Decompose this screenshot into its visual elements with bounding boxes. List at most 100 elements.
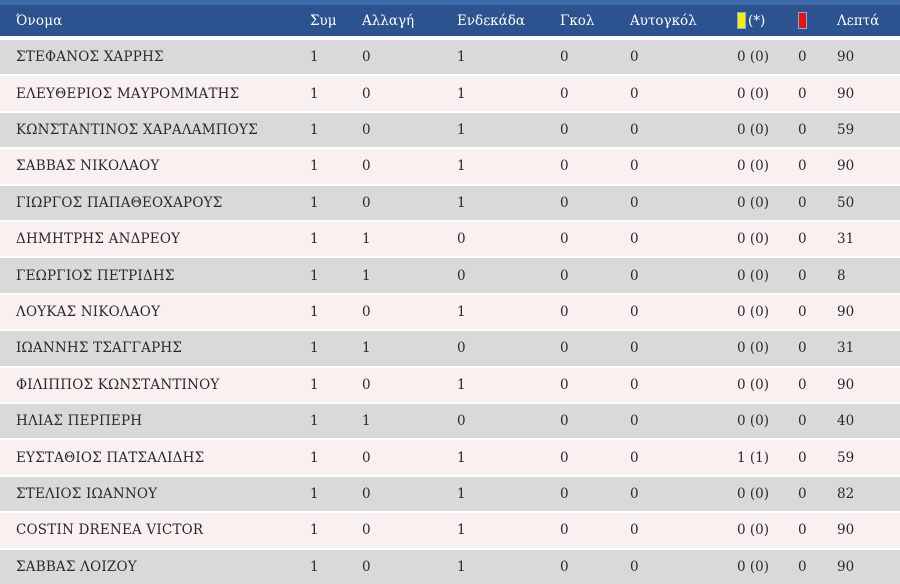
player-name-cell: ΛΟΥΚΑΣ ΝΙΚΟΛΑΟΥ (16, 304, 161, 321)
own-goals-cell: 0 (630, 304, 639, 321)
minutes-cell: 8 (837, 267, 846, 284)
starting-xi-cell: 1 (457, 122, 466, 139)
yellow-cards-cell: 0 (0) (737, 85, 770, 102)
minutes-cell: 50 (837, 194, 855, 211)
column-header-starting-xi: Ενδεκάδα (457, 12, 525, 29)
red-cards-cell: 0 (798, 231, 807, 248)
table-row: ΣΤΕΛΙΟΣ ΙΩΑΝΝΟΥ 1 0 1 0 0 0 (0) 0 82 (0, 474, 900, 512)
red-cards-cell: 0 (798, 413, 807, 430)
starting-xi-cell: 1 (457, 304, 466, 321)
red-cards-cell: 0 (798, 85, 807, 102)
own-goals-cell: 0 (630, 267, 639, 284)
substitution-cell: 0 (362, 304, 371, 321)
yellow-cards-cell: 0 (0) (737, 267, 770, 284)
minutes-cell: 90 (837, 158, 855, 175)
appearances-cell: 1 (310, 449, 319, 466)
goals-cell: 0 (560, 558, 569, 575)
player-name-cell: ΓΕΩΡΓΙΟΣ ΠΕΤΡΙΔΗΣ (16, 267, 175, 284)
column-header-name: Όνομα (16, 12, 63, 29)
yellow-cards-cell: 0 (0) (737, 158, 770, 175)
red-cards-cell: 0 (798, 158, 807, 175)
red-cards-cell: 0 (798, 486, 807, 503)
substitution-cell: 0 (362, 558, 371, 575)
own-goals-cell: 0 (630, 231, 639, 248)
minutes-cell: 40 (837, 413, 855, 430)
starting-xi-cell: 1 (457, 522, 466, 539)
substitution-cell: 0 (362, 158, 371, 175)
column-header-minutes: Λεπτά (837, 12, 880, 29)
player-name-cell: ΕΛΕΥΘΕΡΙΟΣ ΜΑΥΡΟΜΜΑΤΗΣ (16, 85, 240, 102)
yellow-cards-asterisk-label: (*) (748, 12, 766, 29)
substitution-cell: 1 (362, 340, 371, 357)
player-name-cell: ΗΛΙΑΣ ΠΕΡΠΕΡΗ (16, 413, 143, 430)
goals-cell: 0 (560, 449, 569, 466)
player-name-cell: COSTIN DRENEA VICTOR (16, 522, 204, 539)
yellow-cards-cell: 1 (1) (737, 449, 770, 466)
own-goals-cell: 0 (630, 449, 639, 466)
red-cards-cell: 0 (798, 376, 807, 393)
red-cards-cell: 0 (798, 340, 807, 357)
table-row: ΚΩΝΣΤΑΝΤΙΝΟΣ ΧΑΡΑΛΑΜΠΟΥΣ 1 0 1 0 0 0 (0)… (0, 110, 900, 148)
own-goals-cell: 0 (630, 85, 639, 102)
appearances-cell: 1 (310, 85, 319, 102)
starting-xi-cell: 1 (457, 486, 466, 503)
red-cards-cell: 0 (798, 122, 807, 139)
minutes-cell: 90 (837, 49, 855, 66)
appearances-cell: 1 (310, 231, 319, 248)
starting-xi-cell: 1 (457, 158, 466, 175)
starting-xi-cell: 1 (457, 376, 466, 393)
yellow-cards-cell: 0 (0) (737, 413, 770, 430)
minutes-cell: 82 (837, 486, 855, 503)
appearances-cell: 1 (310, 194, 319, 211)
yellow-cards-cell: 0 (0) (737, 376, 770, 393)
substitution-cell: 1 (362, 413, 371, 430)
table-row: ΦΙΛΙΠΠΟΣ ΚΩΝΣΤΑΝΤΙΝΟΥ 1 0 1 0 0 0 (0) 0 … (0, 365, 900, 403)
player-name-cell: ΚΩΝΣΤΑΝΤΙΝΟΣ ΧΑΡΑΛΑΜΠΟΥΣ (16, 122, 258, 139)
own-goals-cell: 0 (630, 486, 639, 503)
table-row: ΗΛΙΑΣ ΠΕΡΠΕΡΗ 1 1 0 0 0 0 (0) 0 40 (0, 402, 900, 439)
minutes-cell: 59 (837, 449, 855, 466)
appearances-cell: 1 (310, 522, 319, 539)
yellow-card-icon (737, 12, 746, 29)
red-cards-cell: 0 (798, 194, 807, 211)
minutes-cell: 31 (837, 231, 855, 248)
column-header-goals: Γκολ (560, 12, 595, 29)
starting-xi-cell: 0 (457, 267, 466, 284)
red-cards-cell: 0 (798, 449, 807, 466)
yellow-cards-cell: 0 (0) (737, 558, 770, 575)
yellow-cards-cell: 0 (0) (737, 194, 770, 211)
appearances-cell: 1 (310, 376, 319, 393)
starting-xi-cell: 1 (457, 194, 466, 211)
table-row: COSTIN DRENEA VICTOR 1 0 1 0 0 0 (0) 0 9… (0, 511, 900, 548)
appearances-cell: 1 (310, 558, 319, 575)
starting-xi-cell: 1 (457, 85, 466, 102)
minutes-cell: 90 (837, 558, 855, 575)
starting-xi-cell: 1 (457, 49, 466, 66)
starting-xi-cell: 1 (457, 558, 466, 575)
own-goals-cell: 0 (630, 340, 639, 357)
starting-xi-cell: 0 (457, 340, 466, 357)
table-body: ΣΤΕΦΑΝΟΣ ΧΑΡΡΗΣ 1 0 1 0 0 0 (0) 0 90 ΕΛΕ… (0, 36, 900, 584)
table-row: ΣΑΒΒΑΣ ΛΟΙΖΟΥ 1 0 1 0 0 0 (0) 0 90 (0, 547, 900, 584)
table-row: ΙΩΑΝΝΗΣ ΤΣΑΓΓΑΡΗΣ 1 1 0 0 0 0 (0) 0 31 (0, 329, 900, 366)
own-goals-cell: 0 (630, 158, 639, 175)
red-cards-cell: 0 (798, 522, 807, 539)
table-row: ΣΤΕΦΑΝΟΣ ΧΑΡΡΗΣ 1 0 1 0 0 0 (0) 0 90 (0, 38, 900, 75)
appearances-cell: 1 (310, 122, 319, 139)
table-header-row: Όνομα Συμ Αλλαγή Ενδεκάδα Γκολ Αυτογκόλ … (0, 5, 900, 36)
column-header-appearances: Συμ (310, 12, 337, 29)
minutes-cell: 90 (837, 85, 855, 102)
starting-xi-cell: 0 (457, 231, 466, 248)
table-top-stripe (0, 0, 900, 5)
column-header-substitution: Αλλαγή (362, 12, 415, 29)
substitution-cell: 0 (362, 486, 371, 503)
table-row: ΛΟΥΚΑΣ ΝΙΚΟΛΑΟΥ 1 0 1 0 0 0 (0) 0 90 (0, 292, 900, 330)
minutes-cell: 90 (837, 304, 855, 321)
goals-cell: 0 (560, 304, 569, 321)
goals-cell: 0 (560, 122, 569, 139)
table-row: ΔΗΜΗΤΡΗΣ ΑΝΔΡΕΟΥ 1 1 0 0 0 0 (0) 0 31 (0, 220, 900, 257)
yellow-cards-cell: 0 (0) (737, 122, 770, 139)
table-row: ΓΙΩΡΓΟΣ ΠΑΠΑΘΕΟΧΑΡΟΥΣ 1 0 1 0 0 0 (0) 0 … (0, 183, 900, 221)
own-goals-cell: 0 (630, 413, 639, 430)
